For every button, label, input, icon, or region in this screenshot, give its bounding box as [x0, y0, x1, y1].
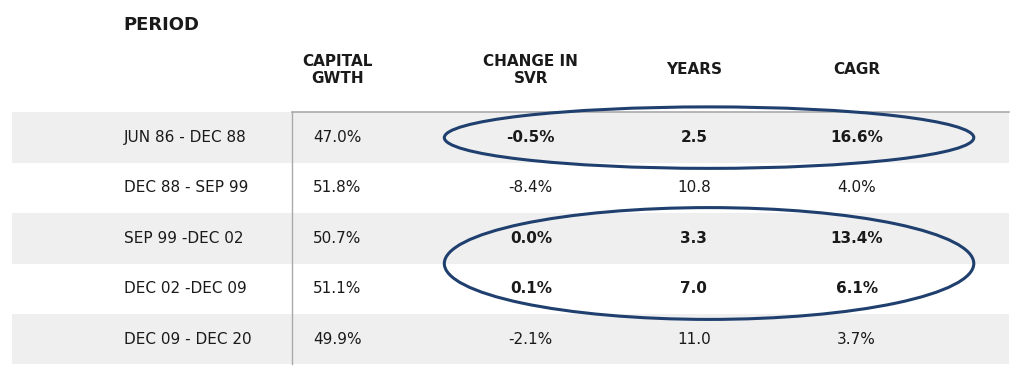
Text: YEARS: YEARS: [666, 62, 722, 77]
Text: 47.0%: 47.0%: [313, 130, 361, 145]
Text: DEC 02 -DEC 09: DEC 02 -DEC 09: [124, 281, 246, 296]
Bar: [11, 112, 1010, 163]
Text: PERIOD: PERIOD: [124, 16, 199, 34]
Text: -0.5%: -0.5%: [506, 130, 555, 145]
Text: CAPITAL
GWTH: CAPITAL GWTH: [302, 54, 373, 86]
Text: 3.3: 3.3: [680, 231, 708, 246]
Text: DEC 88 - SEP 99: DEC 88 - SEP 99: [124, 181, 248, 195]
Text: 10.8: 10.8: [677, 181, 711, 195]
Text: 51.8%: 51.8%: [313, 181, 361, 195]
Text: CAGR: CAGR: [833, 62, 880, 77]
Text: 16.6%: 16.6%: [830, 130, 883, 145]
Text: 0.0%: 0.0%: [509, 231, 552, 246]
Text: CHANGE IN
SVR: CHANGE IN SVR: [483, 54, 578, 86]
Text: 2.5: 2.5: [680, 130, 708, 145]
Text: SEP 99 -DEC 02: SEP 99 -DEC 02: [124, 231, 243, 246]
Text: 13.4%: 13.4%: [830, 231, 883, 246]
Text: 51.1%: 51.1%: [313, 281, 361, 296]
Text: JUN 86 - DEC 88: JUN 86 - DEC 88: [124, 130, 246, 145]
Text: 50.7%: 50.7%: [313, 231, 361, 246]
Bar: [11, 213, 1010, 263]
Text: 6.1%: 6.1%: [835, 281, 878, 296]
Text: 0.1%: 0.1%: [509, 281, 552, 296]
Text: -2.1%: -2.1%: [508, 332, 553, 347]
Text: DEC 09 - DEC 20: DEC 09 - DEC 20: [124, 332, 251, 347]
Text: 11.0: 11.0: [677, 332, 711, 347]
Text: -8.4%: -8.4%: [508, 181, 553, 195]
Text: 4.0%: 4.0%: [837, 181, 876, 195]
Bar: [11, 314, 1010, 364]
Text: 3.7%: 3.7%: [837, 332, 876, 347]
Text: 7.0: 7.0: [680, 281, 708, 296]
Text: 49.9%: 49.9%: [313, 332, 361, 347]
